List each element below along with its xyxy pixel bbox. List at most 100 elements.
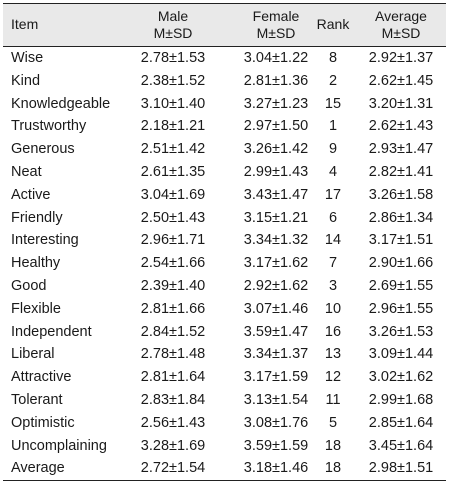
cell-rank: 5 [328, 414, 338, 431]
cell-rank: 17 [324, 186, 342, 203]
cell-male: 2.96±1.71 [140, 232, 206, 249]
cell-item: Flexible [11, 300, 61, 317]
cell-rank: 9 [328, 141, 338, 158]
cell-average: 3.26±1.58 [368, 186, 434, 203]
table-row: Uncomplaining 3.28±1.69 3.59±1.59 18 3.45±1.… [3, 435, 446, 458]
cell-female: 3.59±1.59 [243, 437, 309, 454]
cell-female: 3.26±1.42 [243, 141, 309, 158]
cell-item: Tolerant [11, 391, 63, 408]
table-row: Liberal 2.78±1.48 3.34±1.37 13 3.09±1.44 [3, 343, 446, 366]
cell-rank: 11 [325, 391, 341, 408]
table-row: Neat 2.61±1.35 2.99±1.43 4 2.82±1.41 [3, 161, 446, 184]
cell-average: 3.45±1.64 [368, 437, 434, 454]
cell-male: 2.83±1.84 [140, 391, 206, 408]
cell-average: 2.69±1.55 [368, 277, 434, 294]
cell-average: 2.62±1.43 [368, 118, 434, 135]
table-row-average: Average 2.72±1.54 3.18±1.46 18 2.98±1.51 [3, 457, 446, 480]
cell-male: 2.78±1.48 [140, 346, 206, 363]
cell-male: 3.04±1.69 [140, 186, 206, 203]
header-item-label: Item [11, 16, 39, 32]
cell-male: 2.51±1.42 [140, 141, 206, 158]
table-row: Knowledgeable 3.10±1.40 3.27±1.23 15 3.20±1.… [3, 93, 446, 116]
table-row: Wise 2.78±1.53 3.04±1.22 8 2.92±1.37 [3, 47, 446, 70]
header-male-sub: M±SD [153, 25, 193, 41]
cell-item: Generous [11, 141, 75, 158]
table-row: Interesting 2.96±1.71 3.34±1.32 14 3.17±1.51 [3, 229, 446, 252]
cell-item: Friendly [11, 209, 63, 226]
header-average-sub: M±SD [381, 25, 421, 41]
cell-male: 2.84±1.52 [140, 323, 206, 340]
cell-item: Active [11, 186, 51, 203]
cell-average: 2.93±1.47 [368, 141, 434, 158]
table-row: Tolerant 2.83±1.84 3.13±1.54 11 2.99±1.68 [3, 389, 446, 412]
cell-female: 3.15±1.21 [243, 209, 309, 226]
table-row: Optimistic 2.56±1.43 3.08±1.76 5 2.85±1.64 [3, 412, 446, 435]
cell-rank: 3 [328, 277, 338, 294]
cell-female: 3.04±1.22 [243, 50, 309, 66]
cell-female: 3.27±1.23 [243, 95, 309, 112]
cell-item: Trustworthy [11, 118, 87, 135]
cell-item: Healthy [11, 255, 61, 272]
cell-rank: 1 [328, 118, 338, 135]
cell-rank: 15 [324, 95, 342, 112]
cell-male: 3.28±1.69 [140, 437, 206, 454]
cell-average: 2.99±1.68 [368, 391, 434, 408]
header-rank: Rank [309, 16, 357, 33]
cell-average: 2.62±1.45 [368, 72, 434, 89]
cell-female: 3.34±1.37 [243, 346, 309, 363]
table-row: Friendly 2.50±1.43 3.15±1.21 6 2.86±1.34 [3, 207, 446, 230]
cell-male: 2.72±1.54 [140, 460, 206, 477]
cell-rank: 13 [324, 346, 342, 363]
cell-rank: 12 [324, 369, 342, 386]
cell-female: 2.81±1.36 [243, 72, 309, 89]
cell-rank: 6 [328, 209, 338, 226]
cell-male: 2.54±1.66 [140, 255, 206, 272]
cell-average: 2.98±1.51 [368, 460, 434, 477]
cell-female: 3.43±1.47 [243, 186, 309, 203]
cell-male: 2.18±1.21 [140, 118, 206, 135]
cell-rank: 16 [324, 323, 342, 340]
cell-male: 2.81±1.64 [140, 369, 206, 386]
cell-rank: 8 [328, 50, 338, 66]
cell-rank: 4 [328, 163, 338, 180]
cell-male: 2.39±1.40 [140, 277, 206, 294]
table-row: Active 3.04±1.69 3.43±1.47 17 3.26±1.58 [3, 184, 446, 207]
cell-male: 2.38±1.52 [140, 72, 206, 89]
cell-item: Average [11, 460, 65, 477]
cell-item: Wise [11, 50, 44, 66]
cell-female: 3.07±1.46 [243, 300, 309, 317]
cell-male: 2.56±1.43 [140, 414, 206, 431]
cell-average: 3.26±1.53 [368, 323, 434, 340]
cell-average: 2.92±1.37 [368, 50, 434, 66]
cell-average: 2.96±1.55 [368, 300, 434, 317]
cell-female: 3.59±1.47 [243, 323, 309, 340]
header-average-label: Average [375, 8, 427, 24]
cell-male: 2.61±1.35 [140, 163, 206, 180]
cell-item: Kind [11, 72, 41, 89]
cell-male: 2.81±1.66 [140, 300, 206, 317]
cell-male: 2.78±1.53 [140, 50, 206, 66]
table-row: Good 2.39±1.40 2.92±1.62 3 2.69±1.55 [3, 275, 446, 298]
cell-female: 3.13±1.54 [243, 391, 309, 408]
cell-average: 3.09±1.44 [368, 346, 434, 363]
table-body: Wise 2.78±1.53 3.04±1.22 8 2.92±1.37 Kind 2.3… [3, 47, 446, 482]
cell-average: 3.20±1.31 [368, 95, 434, 112]
cell-average: 3.17±1.51 [368, 232, 434, 249]
cell-female: 3.08±1.76 [243, 414, 309, 431]
header-male: Male M±SD [125, 8, 221, 42]
header-item: Item [11, 16, 38, 33]
cell-female: 3.17±1.59 [243, 369, 309, 386]
cell-item: Neat [11, 163, 42, 180]
table-row: Attractive 2.81±1.64 3.17±1.59 12 3.02±1.62 [3, 366, 446, 389]
cell-average: 2.85±1.64 [368, 414, 434, 431]
cell-female: 2.99±1.43 [243, 163, 309, 180]
cell-average: 2.86±1.34 [368, 209, 434, 226]
header-rank-label: Rank [316, 16, 350, 32]
cell-rank: 10 [324, 300, 342, 317]
header-male-label: Male [157, 8, 189, 24]
cell-rank: 18 [324, 460, 342, 477]
cell-rank: 2 [328, 72, 338, 89]
cell-average: 2.82±1.41 [368, 163, 434, 180]
cell-rank: 18 [324, 437, 342, 454]
cell-item: Independent [11, 323, 92, 340]
